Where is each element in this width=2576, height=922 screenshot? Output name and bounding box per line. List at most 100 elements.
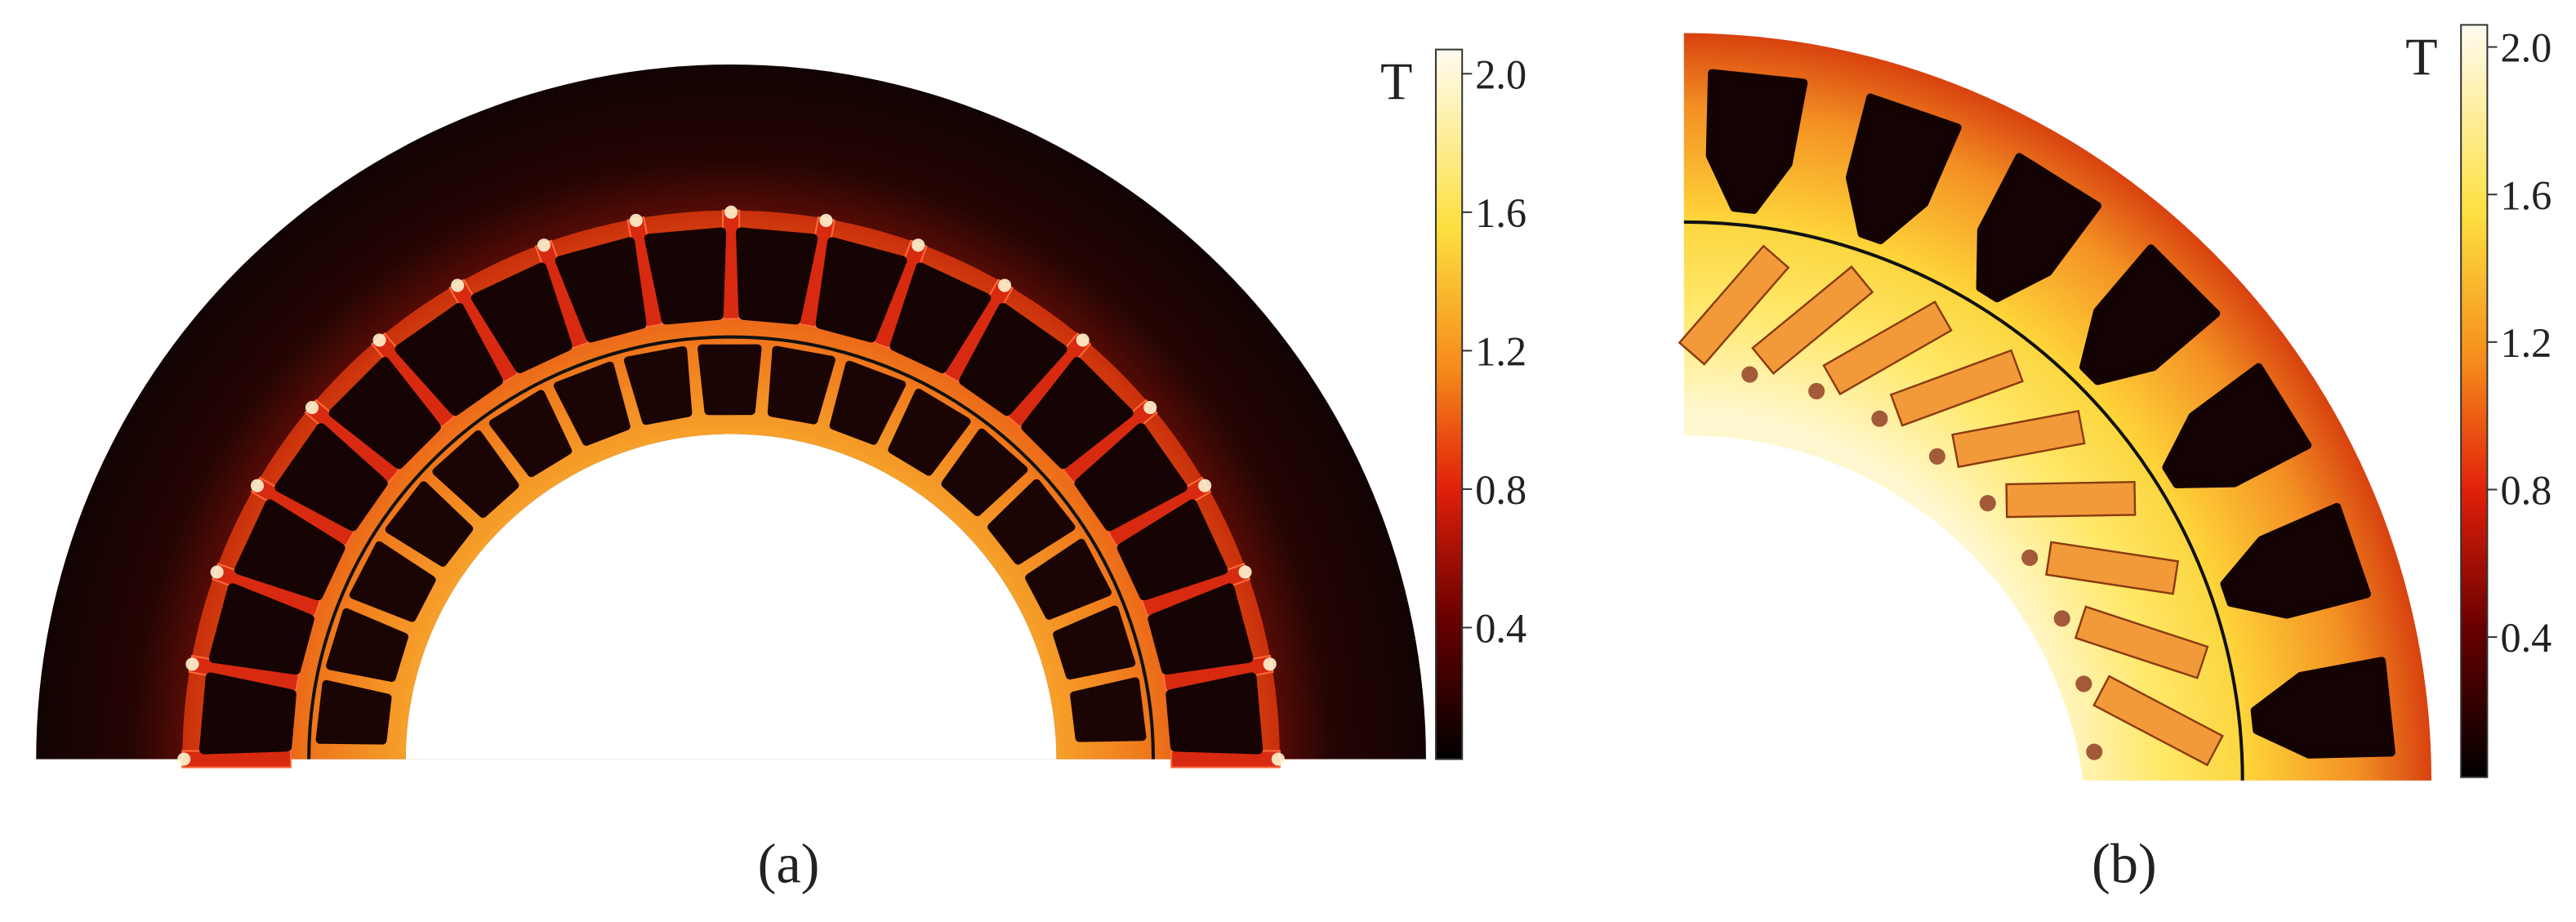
slot-shape bbox=[815, 237, 907, 343]
slot-shape bbox=[2250, 657, 2396, 759]
colorbar-tick-label: 0.4 bbox=[1475, 606, 1526, 652]
flux-dark-spot bbox=[2053, 610, 2070, 627]
slot-shape bbox=[829, 360, 907, 445]
slot-shape bbox=[198, 672, 296, 755]
flux-hotspot bbox=[537, 238, 551, 252]
inner-slot bbox=[829, 360, 907, 445]
magnet-body bbox=[1822, 301, 1953, 396]
slot-shape bbox=[888, 388, 971, 476]
magnet bbox=[1951, 409, 2086, 512]
colorbar-tick-label: 1.6 bbox=[2500, 172, 2551, 218]
outer-slot bbox=[736, 227, 818, 325]
stator-slot bbox=[1845, 93, 1962, 245]
slot-shape bbox=[767, 345, 836, 425]
slot-shape bbox=[315, 679, 392, 745]
outer-slot bbox=[1165, 672, 1263, 755]
outer-slot bbox=[328, 357, 441, 470]
bore bbox=[405, 434, 1057, 759]
inner-slot bbox=[767, 345, 836, 425]
flux-hotspot bbox=[372, 333, 386, 347]
flux-hotspot bbox=[185, 657, 199, 671]
outer-slot bbox=[234, 499, 345, 601]
flux-hotspot bbox=[997, 278, 1012, 292]
slot-shape bbox=[470, 262, 573, 374]
stator-slot bbox=[1705, 69, 1808, 214]
flux-hotspot bbox=[305, 400, 319, 415]
flux-hotspot bbox=[1271, 752, 1285, 766]
colorbar-unit: T bbox=[1380, 52, 1412, 110]
outer-slot bbox=[889, 262, 992, 374]
magnet bbox=[2045, 541, 2180, 627]
magnet-body bbox=[2005, 480, 2137, 519]
inner-slot bbox=[553, 361, 631, 446]
colorbar-tick-label: 1.6 bbox=[1475, 190, 1526, 236]
outer-slot bbox=[394, 302, 503, 416]
colorbar bbox=[2460, 24, 2489, 778]
flux-hotspot bbox=[210, 565, 224, 579]
slot-shape bbox=[1165, 672, 1263, 755]
magnet bbox=[2005, 480, 2137, 566]
slot-shape bbox=[1845, 93, 1962, 245]
inner-slot bbox=[1053, 605, 1136, 680]
outer-slot bbox=[1116, 499, 1228, 601]
inner-slot bbox=[488, 390, 573, 478]
colorbar-tick-label: 2.0 bbox=[1475, 51, 1526, 97]
slot-shape bbox=[1705, 69, 1808, 214]
flux-hotspot bbox=[629, 213, 643, 227]
flux-hotspot bbox=[724, 205, 738, 219]
flux-dark-spot bbox=[1741, 366, 1758, 383]
slot-shape bbox=[1148, 583, 1254, 675]
inner-slot bbox=[623, 345, 693, 425]
slot-shape bbox=[553, 361, 631, 446]
inner-slot bbox=[385, 481, 474, 567]
magnet bbox=[2074, 605, 2209, 693]
magnet bbox=[1170, 750, 1285, 768]
outer-slot bbox=[644, 227, 727, 325]
flux-dark-spot bbox=[1808, 382, 1825, 400]
magnet-body bbox=[1951, 409, 2086, 469]
outer-slot bbox=[1148, 583, 1254, 675]
colorbar-tick-label: 0.8 bbox=[2500, 468, 2551, 514]
inner-slot bbox=[326, 608, 408, 682]
inner-slot bbox=[1025, 538, 1112, 620]
outer-slot bbox=[815, 237, 907, 343]
slot-shape bbox=[623, 345, 693, 425]
colorbar-tick-label: 1.2 bbox=[2500, 320, 2551, 366]
outer-slot bbox=[198, 672, 296, 755]
magnet-body bbox=[722, 209, 741, 320]
magnet bbox=[1889, 349, 2024, 465]
magnet-body bbox=[1170, 750, 1281, 768]
colorbar-tick-label: 0.8 bbox=[1475, 467, 1526, 513]
colorbar-unit: T bbox=[2405, 28, 2437, 86]
magnet bbox=[1822, 301, 1953, 427]
panel-caption: (a) bbox=[758, 832, 820, 894]
field-map-b bbox=[1678, 33, 2431, 781]
colorbar-tick-label: 0.4 bbox=[2500, 615, 2551, 661]
slot-shape bbox=[349, 541, 436, 622]
flux-hotspot bbox=[1263, 657, 1277, 671]
magnet bbox=[2086, 675, 2224, 767]
outer-slot bbox=[274, 423, 388, 532]
colorbar bbox=[1435, 48, 1464, 760]
slot-shape bbox=[2079, 244, 2221, 385]
magnet-body bbox=[2092, 675, 2224, 767]
flux-hotspot bbox=[911, 238, 925, 252]
slot-shape bbox=[736, 227, 818, 325]
magnet-body bbox=[1678, 244, 1790, 366]
inner-slot bbox=[1070, 677, 1147, 742]
slot-shape bbox=[1070, 677, 1147, 742]
magnet-body bbox=[1889, 349, 2024, 427]
panel-caption: (b) bbox=[2092, 832, 2157, 894]
slot-shape bbox=[2220, 502, 2371, 619]
magnet-body bbox=[181, 750, 292, 768]
flux-dark-spot bbox=[2086, 743, 2103, 760]
slot-shape bbox=[1116, 499, 1228, 601]
flux-hotspot bbox=[1198, 479, 1212, 492]
flux-hotspot bbox=[1076, 333, 1090, 347]
stator-slot bbox=[2079, 244, 2221, 385]
slot-shape bbox=[941, 428, 1028, 517]
inner-slot bbox=[432, 430, 519, 519]
inner-slot bbox=[941, 428, 1028, 517]
slot-shape bbox=[2162, 363, 2312, 488]
flux-hotspot bbox=[451, 278, 465, 292]
